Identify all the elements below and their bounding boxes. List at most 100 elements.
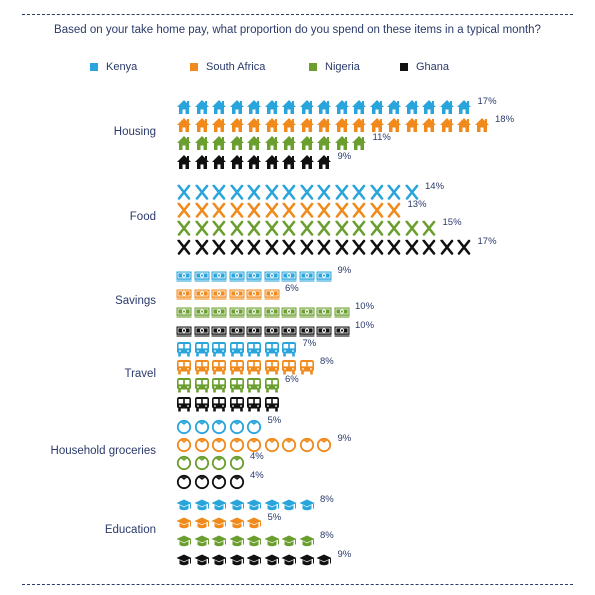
- cash-stack-icon: [281, 326, 297, 337]
- value-label: 8%: [320, 530, 334, 542]
- graduation-cap-icon: [299, 499, 314, 511]
- bus-icon: [212, 360, 226, 375]
- house-icon: [439, 118, 454, 133]
- value-label: 10%: [355, 301, 375, 313]
- tomato-icon: [194, 456, 209, 471]
- fork-knife-icon: [387, 239, 401, 255]
- tomato-icon: [194, 474, 209, 489]
- fork-knife-icon: [352, 184, 366, 200]
- fork-knife-icon: [369, 202, 383, 218]
- graduation-cap-icon: [264, 554, 279, 565]
- bus-icon: [212, 378, 226, 393]
- fork-knife-icon: [264, 202, 278, 218]
- fork-knife-icon: [212, 184, 226, 200]
- bus-icon: [282, 360, 296, 375]
- graduation-cap-icon: [316, 554, 332, 565]
- house-icon: [299, 118, 314, 133]
- value-label: 7%: [302, 338, 317, 349]
- tomato-icon: [299, 438, 314, 453]
- bus-icon: [264, 342, 279, 357]
- cash-stack-icon: [264, 326, 279, 337]
- graduation-cap-icon: [299, 535, 314, 547]
- fork-knife-icon: [299, 239, 313, 255]
- category-label: Food: [129, 211, 156, 224]
- bus-icon: [194, 378, 209, 393]
- legend-swatch: [400, 63, 408, 71]
- graduation-cap-icon: [211, 554, 227, 565]
- house-icon: [247, 136, 261, 151]
- fork-knife-icon: [369, 220, 383, 237]
- fork-knife-icon: [177, 239, 191, 255]
- cash-stack-icon: [194, 326, 209, 337]
- cash-stack-icon: [229, 326, 244, 337]
- cash-stack-icon: [229, 271, 244, 282]
- house-icon: [282, 136, 296, 151]
- graduation-cap-icon: [229, 517, 244, 529]
- legend-item-nigeria: Nigeria: [309, 61, 360, 73]
- bus-icon: [177, 378, 191, 393]
- legend-label: Ghana: [416, 61, 450, 73]
- house-icon: [439, 100, 454, 114]
- fork-knife-icon: [282, 202, 296, 218]
- house-icon: [369, 118, 384, 133]
- cash-stack-icon: [334, 326, 349, 337]
- category-label: Travel: [124, 368, 156, 381]
- cash-stack-icon: [194, 289, 209, 301]
- graduation-cap-icon: [229, 554, 244, 565]
- graduation-cap-icon: [246, 535, 262, 547]
- house-icon: [229, 136, 244, 151]
- fork-knife-icon: [194, 202, 208, 218]
- fork-knife-icon: [334, 220, 348, 237]
- house-icon: [194, 136, 209, 151]
- cash-stack-icon: [264, 271, 279, 282]
- fork-knife-icon: [299, 202, 313, 218]
- tomato-icon: [316, 438, 332, 453]
- graduation-cap-icon: [176, 535, 192, 547]
- graduation-cap-icon: [246, 517, 262, 529]
- house-icon: [317, 118, 331, 133]
- graduation-cap-icon: [229, 499, 244, 511]
- cash-stack-icon: [264, 307, 279, 319]
- legend-label: South Africa: [206, 61, 266, 73]
- house-icon: [264, 100, 279, 114]
- fork-knife-icon: [282, 184, 296, 200]
- graduation-cap-icon: [176, 554, 192, 565]
- cash-stack-icon: [211, 289, 227, 301]
- tomato-icon: [176, 419, 192, 435]
- fork-knife-icon: [247, 220, 261, 237]
- value-label: 9%: [337, 433, 352, 445]
- fork-knife-icon: [317, 184, 331, 200]
- cash-stack-icon: [229, 289, 244, 301]
- fork-knife-icon: [247, 184, 261, 200]
- house-icon: [334, 118, 349, 133]
- fork-knife-icon: [334, 202, 348, 218]
- house-icon: [299, 100, 314, 114]
- house-icon: [247, 100, 261, 114]
- house-icon: [282, 100, 296, 114]
- house-icon: [177, 118, 191, 133]
- legend-label: Kenya: [106, 61, 138, 73]
- fork-knife-icon: [299, 220, 313, 237]
- category-label: Education: [104, 524, 156, 537]
- bus-icon: [229, 360, 244, 375]
- fork-knife-icon: [317, 202, 331, 218]
- fork-knife-icon: [352, 239, 366, 255]
- cash-stack-icon: [299, 271, 314, 282]
- fork-knife-icon: [212, 239, 226, 255]
- graduation-cap-icon: [211, 517, 227, 529]
- fork-knife-icon: [422, 239, 436, 255]
- tomato-icon: [176, 456, 192, 471]
- fork-knife-icon: [177, 220, 191, 237]
- fork-knife-icon: [264, 220, 278, 237]
- bus-icon: [229, 342, 244, 357]
- value-label: 8%: [320, 356, 334, 368]
- fork-knife-icon: [352, 220, 366, 237]
- value-label: 15%: [442, 217, 462, 229]
- fork-knife-icon: [194, 220, 208, 237]
- cash-stack-icon: [316, 271, 332, 282]
- fork-knife-icon: [282, 239, 296, 255]
- tomato-icon: [194, 438, 209, 453]
- fork-knife-icon: [299, 184, 313, 200]
- cash-stack-icon: [281, 307, 297, 319]
- fork-knife-icon: [247, 239, 261, 255]
